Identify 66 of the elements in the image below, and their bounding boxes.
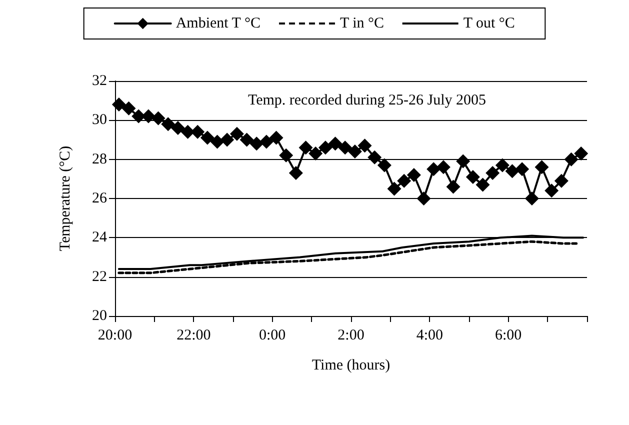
point xyxy=(426,162,441,176)
y-tick-label: 30 xyxy=(92,112,107,128)
y-tick-label: 24 xyxy=(92,230,108,246)
point xyxy=(368,150,382,164)
point xyxy=(476,178,490,192)
point xyxy=(416,192,431,206)
point xyxy=(230,126,244,141)
point xyxy=(505,164,520,178)
point xyxy=(486,166,500,180)
y-tick-label: 20 xyxy=(92,308,107,324)
point xyxy=(122,101,136,116)
x-tick-label: 2:00 xyxy=(338,328,364,344)
point xyxy=(250,136,264,151)
x-tick-label: 22:00 xyxy=(176,328,211,344)
point xyxy=(574,146,588,160)
y-tick-label: 28 xyxy=(92,151,107,168)
point xyxy=(190,124,205,139)
point xyxy=(259,134,274,149)
point xyxy=(456,154,470,168)
point xyxy=(515,162,530,176)
point xyxy=(377,158,392,172)
point xyxy=(348,144,362,158)
point xyxy=(358,138,372,153)
point xyxy=(564,152,578,166)
point xyxy=(180,124,195,139)
legend-label: Ambient T °C xyxy=(176,16,260,32)
point xyxy=(328,136,342,151)
legend-label: T in °C xyxy=(340,16,384,32)
point xyxy=(554,174,568,188)
point xyxy=(220,132,234,147)
line-series xyxy=(118,234,584,270)
point xyxy=(544,184,559,198)
point xyxy=(269,130,284,145)
point xyxy=(406,168,421,182)
x-axis-title: Time (hours) xyxy=(312,358,390,374)
point xyxy=(397,174,412,188)
point xyxy=(495,158,510,172)
point xyxy=(170,121,185,135)
y-tick-label: 32 xyxy=(92,73,107,89)
point xyxy=(308,146,323,160)
legend-label: T out °C xyxy=(463,16,515,32)
point xyxy=(240,132,254,147)
point xyxy=(338,140,352,155)
x-tick-label: 4:00 xyxy=(416,328,444,344)
point xyxy=(112,98,126,112)
point xyxy=(446,180,460,194)
point xyxy=(524,192,539,206)
y-tick-label: 26 xyxy=(92,190,108,206)
point xyxy=(288,166,303,180)
y-tick-label: 22 xyxy=(92,268,107,285)
point xyxy=(387,182,402,196)
point xyxy=(436,160,450,174)
point xyxy=(279,148,294,162)
point xyxy=(200,130,214,145)
x-tick-label: 0:00 xyxy=(258,328,286,344)
point xyxy=(466,170,480,184)
annotation: Temp. recorded during 25-26 July 2005 xyxy=(248,92,486,108)
point xyxy=(318,140,332,155)
point xyxy=(161,117,176,132)
x-tick-label: 20:00 xyxy=(98,328,132,344)
x-tick-label: 6:00 xyxy=(494,328,522,344)
point xyxy=(534,160,549,174)
point xyxy=(298,140,313,155)
point xyxy=(210,134,224,149)
y-axis-title: Temperature (°C) xyxy=(58,146,74,252)
point xyxy=(151,111,166,126)
